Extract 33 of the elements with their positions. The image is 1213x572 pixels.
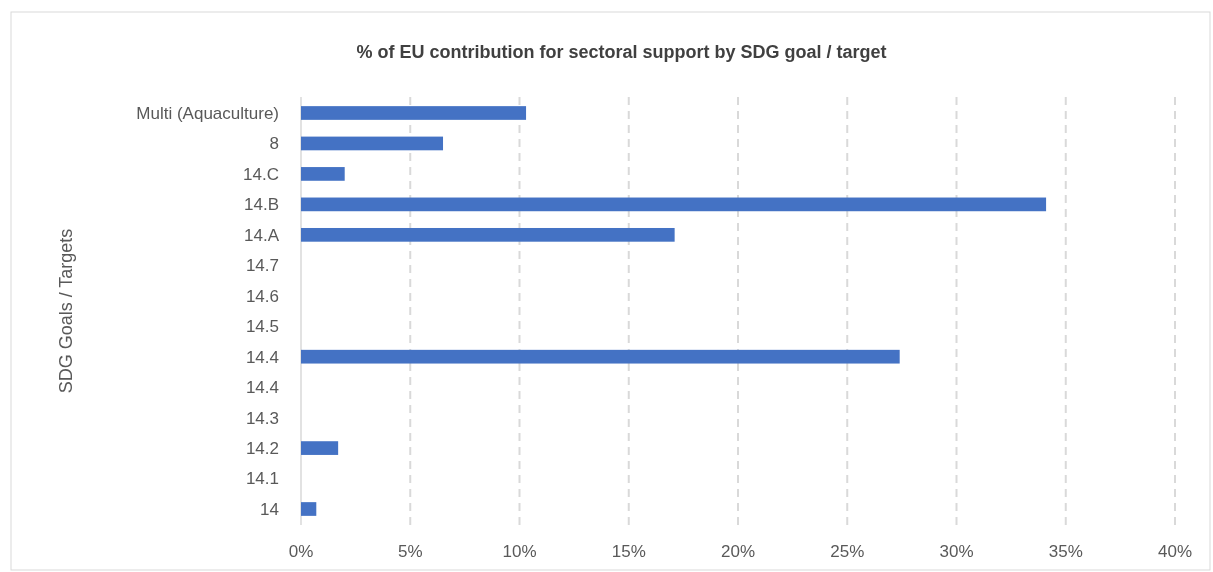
x-tick-label: 40% <box>1157 542 1193 561</box>
bar <box>301 349 900 364</box>
y-tick-label: 14.6 <box>245 286 279 306</box>
x-tick-label: 5% <box>397 542 423 561</box>
y-tick-label: 14.B <box>244 195 279 215</box>
y-tick-label: 8 <box>269 134 279 154</box>
y-axis-title: SDG Goals / Targets <box>56 228 76 394</box>
x-tick-label: 30% <box>939 542 974 561</box>
bar <box>301 502 317 516</box>
bar <box>301 167 345 181</box>
x-tick-label: 0% <box>288 542 314 561</box>
x-tick-label: 35% <box>1048 542 1083 561</box>
y-tick-label: Multi (Aquaculture) <box>136 103 279 123</box>
y-tick-label: 14.4 <box>245 347 279 367</box>
y-tick-label: 14.A <box>244 225 280 245</box>
bar <box>301 227 675 242</box>
y-tick-label: 14.5 <box>245 317 279 337</box>
bar <box>301 197 1047 212</box>
y-tick-label: 14.7 <box>245 256 279 276</box>
x-tick-label: 15% <box>611 542 646 561</box>
x-tick-label: 20% <box>720 542 756 561</box>
bar <box>301 136 444 151</box>
y-tick-label: 14.1 <box>245 469 279 489</box>
bar <box>301 441 339 455</box>
x-tick-label: 25% <box>830 542 865 561</box>
chart-title: % of EU contribution for sectoral support by SDG goal / target <box>356 42 887 62</box>
y-tick-label: 14.2 <box>245 439 279 459</box>
y-tick-label: 14.C <box>243 164 279 184</box>
y-tick-label: 14.3 <box>245 408 279 428</box>
y-tick-label: 14.4 <box>245 378 279 398</box>
x-tick-label: 10% <box>502 542 537 561</box>
y-tick-label: 14 <box>260 499 279 519</box>
bar <box>301 106 527 120</box>
